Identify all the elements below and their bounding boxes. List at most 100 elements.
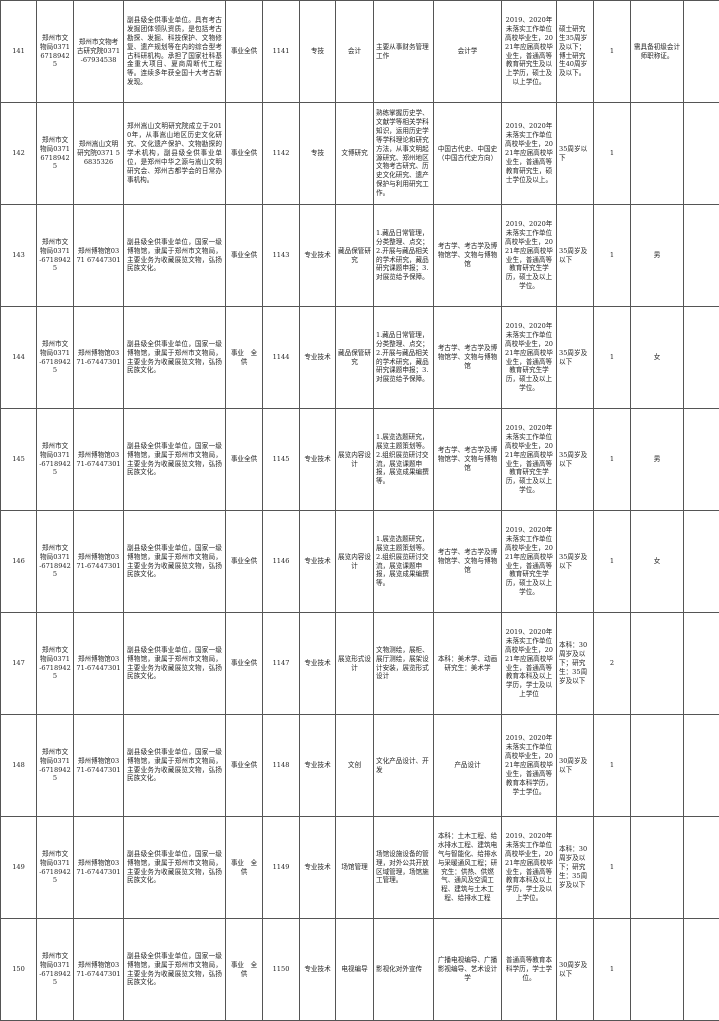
cell-category: 专技: [300, 1, 336, 103]
cell-other: 需具备初级会计师职称证。: [631, 1, 684, 103]
cell-position: 藏品保管研究: [336, 205, 374, 307]
cell-other: [631, 613, 684, 715]
cell-duties: 场馆设施设备的管理，对外公共开放区域管理，场馆施工管理。: [374, 817, 434, 919]
cell-age: 35周岁及以下: [557, 307, 594, 409]
cell-remark: [684, 205, 719, 307]
cell-remark: [684, 1, 719, 103]
cell-count: 1: [594, 103, 631, 205]
cell-intro: 副县级全供事业单位，国家一级博物馆，隶属于郑州市文物局，主要业务为收藏展览文物，…: [124, 919, 226, 1021]
cell-code: 1143: [263, 205, 300, 307]
cell-category: 专业技术: [300, 307, 336, 409]
cell-age: 35周岁及以下: [557, 511, 594, 613]
cell-dept: 郑州市文物局0371 67189425: [37, 103, 74, 205]
cell-position: 展览形式设计: [336, 613, 374, 715]
cell-age: 35周岁及以下: [557, 409, 594, 511]
cell-remark: [684, 409, 719, 511]
cell-education: 2019、2020年未落实工作单位高校毕业生，2021年应届高校毕业生，普通高等…: [502, 205, 557, 307]
cell-education: 2019、2020年未落实工作单位高校毕业生，2021年应届高校毕业生，普通高等…: [502, 817, 557, 919]
cell-duties: 文化产品设计、开发: [374, 715, 434, 817]
cell-code: 1144: [263, 307, 300, 409]
cell-intro: 副县级全供事业单位，国家一级博物馆，隶属于郑州市文物局，主要业务为收藏展览文物，…: [124, 715, 226, 817]
cell-code: 1149: [263, 817, 300, 919]
cell-education: 2019、2020年未落实工作单位高校毕业生，2021年应届高校毕业生，普通高等…: [502, 1, 557, 103]
cell-intro: 副县级全供事业单位，国家一级博物馆，隶属于郑州市文物局，主要业务为收藏展览文物，…: [124, 817, 226, 919]
cell-no: 150: [1, 919, 37, 1021]
cell-duties: 熟练掌握历史学、文献学等相关学科知识，运用历史学等学科理论和研究方法，从事文明起…: [374, 103, 434, 205]
cell-other: 女: [631, 307, 684, 409]
cell-category: 专业技术: [300, 409, 336, 511]
cell-funding: 事业全供: [226, 1, 263, 103]
cell-other: 女: [631, 511, 684, 613]
cell-remark: [684, 307, 719, 409]
cell-no: 149: [1, 817, 37, 919]
cell-no: 147: [1, 613, 37, 715]
cell-count: 1: [594, 205, 631, 307]
cell-major: 考古学、考古学及博物馆学、文物与博物馆: [434, 409, 502, 511]
cell-funding: 事业全供: [226, 103, 263, 205]
cell-duties: 1.藏品日常管理，分类整理、点交；2.开展与藏品相关的学术研究，藏品研究课题申报…: [374, 205, 434, 307]
cell-dept: 郑州市文物局0371-67189425: [37, 409, 74, 511]
cell-unit: 郑州博物馆0371-67447301: [74, 715, 124, 817]
cell-funding: 事业 全供: [226, 919, 263, 1021]
cell-code: 1146: [263, 511, 300, 613]
cell-education: 2019、2020年未落实工作单位高校毕业生，2021年应届高校毕业生，普通高等…: [502, 715, 557, 817]
cell-other: [631, 103, 684, 205]
cell-duties: 影视化对外宣传: [374, 919, 434, 1021]
cell-no: 144: [1, 307, 37, 409]
cell-remark: [684, 919, 719, 1021]
cell-duties: 文物测绘，展柜、展厅测绘，展架设计安装，展览形式设计: [374, 613, 434, 715]
cell-other: [631, 715, 684, 817]
cell-intro: 副县级全供事业单位，国家一级博物馆，隶属于郑州市文物局，主要业务为收藏展览文物，…: [124, 511, 226, 613]
cell-intro: 副县级全供事业单位，国家一级博物馆，隶属于郑州市文物局，主要业务为收藏展览文物，…: [124, 205, 226, 307]
cell-major: 考古学、考古学及博物馆学、文物与博物馆: [434, 307, 502, 409]
cell-position: 藏品保管研究: [336, 307, 374, 409]
cell-count: 1: [594, 919, 631, 1021]
cell-education: 2019、2020年未落实工作单位高校毕业生，2021年应届高校毕业生，普通高等…: [502, 613, 557, 715]
cell-major: 本科：美术学、动画 研究生：美术学: [434, 613, 502, 715]
cell-intro: 郑州嵩山文明研究院成立于2010年，从事嵩山地区历史文化研究、文化遗产保护、文物…: [124, 103, 226, 205]
cell-unit: 郑州博物馆0371-67447301: [74, 613, 124, 715]
cell-position: 场馆管理: [336, 817, 374, 919]
cell-position: 展览内容设计: [336, 409, 374, 511]
cell-major: 本科：土木工程、给水排水工程、建筑电气与智能化、给排水与采暖通风工程；研究生：供…: [434, 817, 502, 919]
cell-funding: 事业全供: [226, 205, 263, 307]
cell-position: 展览内容设计: [336, 511, 374, 613]
cell-dept: 郑州市文物局0371-67189425: [37, 613, 74, 715]
cell-dept: 郑州市文物局0371-67189425: [37, 817, 74, 919]
cell-unit: 郑州博物馆0371 67447301: [74, 205, 124, 307]
cell-remark: [684, 817, 719, 919]
cell-duties: 主要从事财务管理工作: [374, 1, 434, 103]
cell-unit: 郑州博物馆0371-67447301: [74, 919, 124, 1021]
cell-remark: [684, 103, 719, 205]
cell-dept: 郑州市文物局0371-67189425: [37, 205, 74, 307]
cell-category: 专业技术: [300, 205, 336, 307]
cell-age: 30周岁及以下: [557, 715, 594, 817]
cell-age: 30周岁及以下: [557, 919, 594, 1021]
cell-no: 145: [1, 409, 37, 511]
cell-category: 专业技术: [300, 715, 336, 817]
cell-code: 1150: [263, 919, 300, 1021]
cell-education: 2019、2020年未落实工作单位高校毕业生，2021年应届高校毕业生，普通高等…: [502, 409, 557, 511]
cell-dept: 郑州市文物局0371-67189425: [37, 715, 74, 817]
cell-other: 男: [631, 409, 684, 511]
cell-no: 143: [1, 205, 37, 307]
cell-funding: 事业 全供: [226, 307, 263, 409]
cell-unit: 郑州博物馆0371-67447301: [74, 817, 124, 919]
cell-age: 35周岁及以下: [557, 205, 594, 307]
cell-other: 男: [631, 205, 684, 307]
cell-category: 专业技术: [300, 919, 336, 1021]
cell-count: 1: [594, 307, 631, 409]
cell-intro: 副县级全供事业单位，国家一级博物馆，隶属于郑州市文物局，主要业务为收藏展览文物，…: [124, 307, 226, 409]
cell-duties: 1.展览选题研究，展览主题策划等。2.组织展览研讨交流，展览课题申报，展览成果编…: [374, 511, 434, 613]
cell-education: 普通高等教育本科学历，学士学位。: [502, 919, 557, 1021]
cell-funding: 事业全供: [226, 409, 263, 511]
cell-no: 148: [1, 715, 37, 817]
cell-count: 1: [594, 511, 631, 613]
cell-dept: 郑州市文物局0371-67189425: [37, 919, 74, 1021]
cell-remark: [684, 511, 719, 613]
